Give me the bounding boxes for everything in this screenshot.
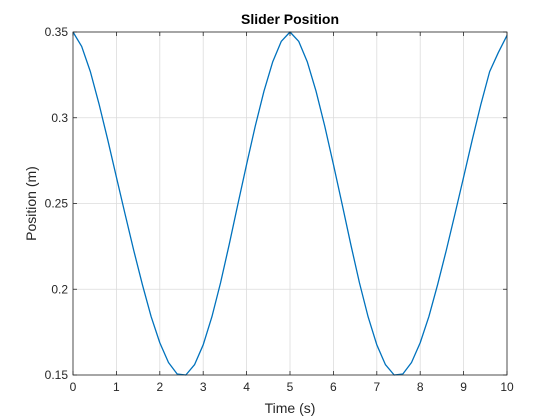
x-axis-label: Time (s) [265,400,316,416]
y-axis-label: Position (m) [23,166,39,241]
plot-area [72,31,508,376]
y-tick-label: 0.15 [45,368,69,382]
x-tick-label: 5 [287,380,294,394]
x-tick-label: 4 [243,380,250,394]
x-tick-label: 10 [500,380,514,394]
x-tick-label: 2 [156,380,163,394]
x-tick-label: 0 [70,380,77,394]
x-tick-label: 1 [113,380,120,394]
x-tick-label: 7 [373,380,380,394]
tick-marks [72,31,508,376]
x-tick-label: 8 [417,380,424,394]
y-tick-label: 0.25 [45,197,69,211]
x-tick-labels: 0 1 2 3 4 5 6 7 8 9 10 [70,380,514,394]
y-tick-label: 0.2 [51,282,68,296]
y-tick-label: 0.3 [51,111,68,125]
y-tick-label: 0.35 [45,25,69,39]
x-tick-label: 9 [460,380,467,394]
x-tick-label: 3 [200,380,207,394]
x-tick-label: 6 [330,380,337,394]
chart-title: Slider Position [241,11,339,27]
y-tick-labels: 0.15 0.2 0.25 0.3 0.35 [45,25,69,382]
